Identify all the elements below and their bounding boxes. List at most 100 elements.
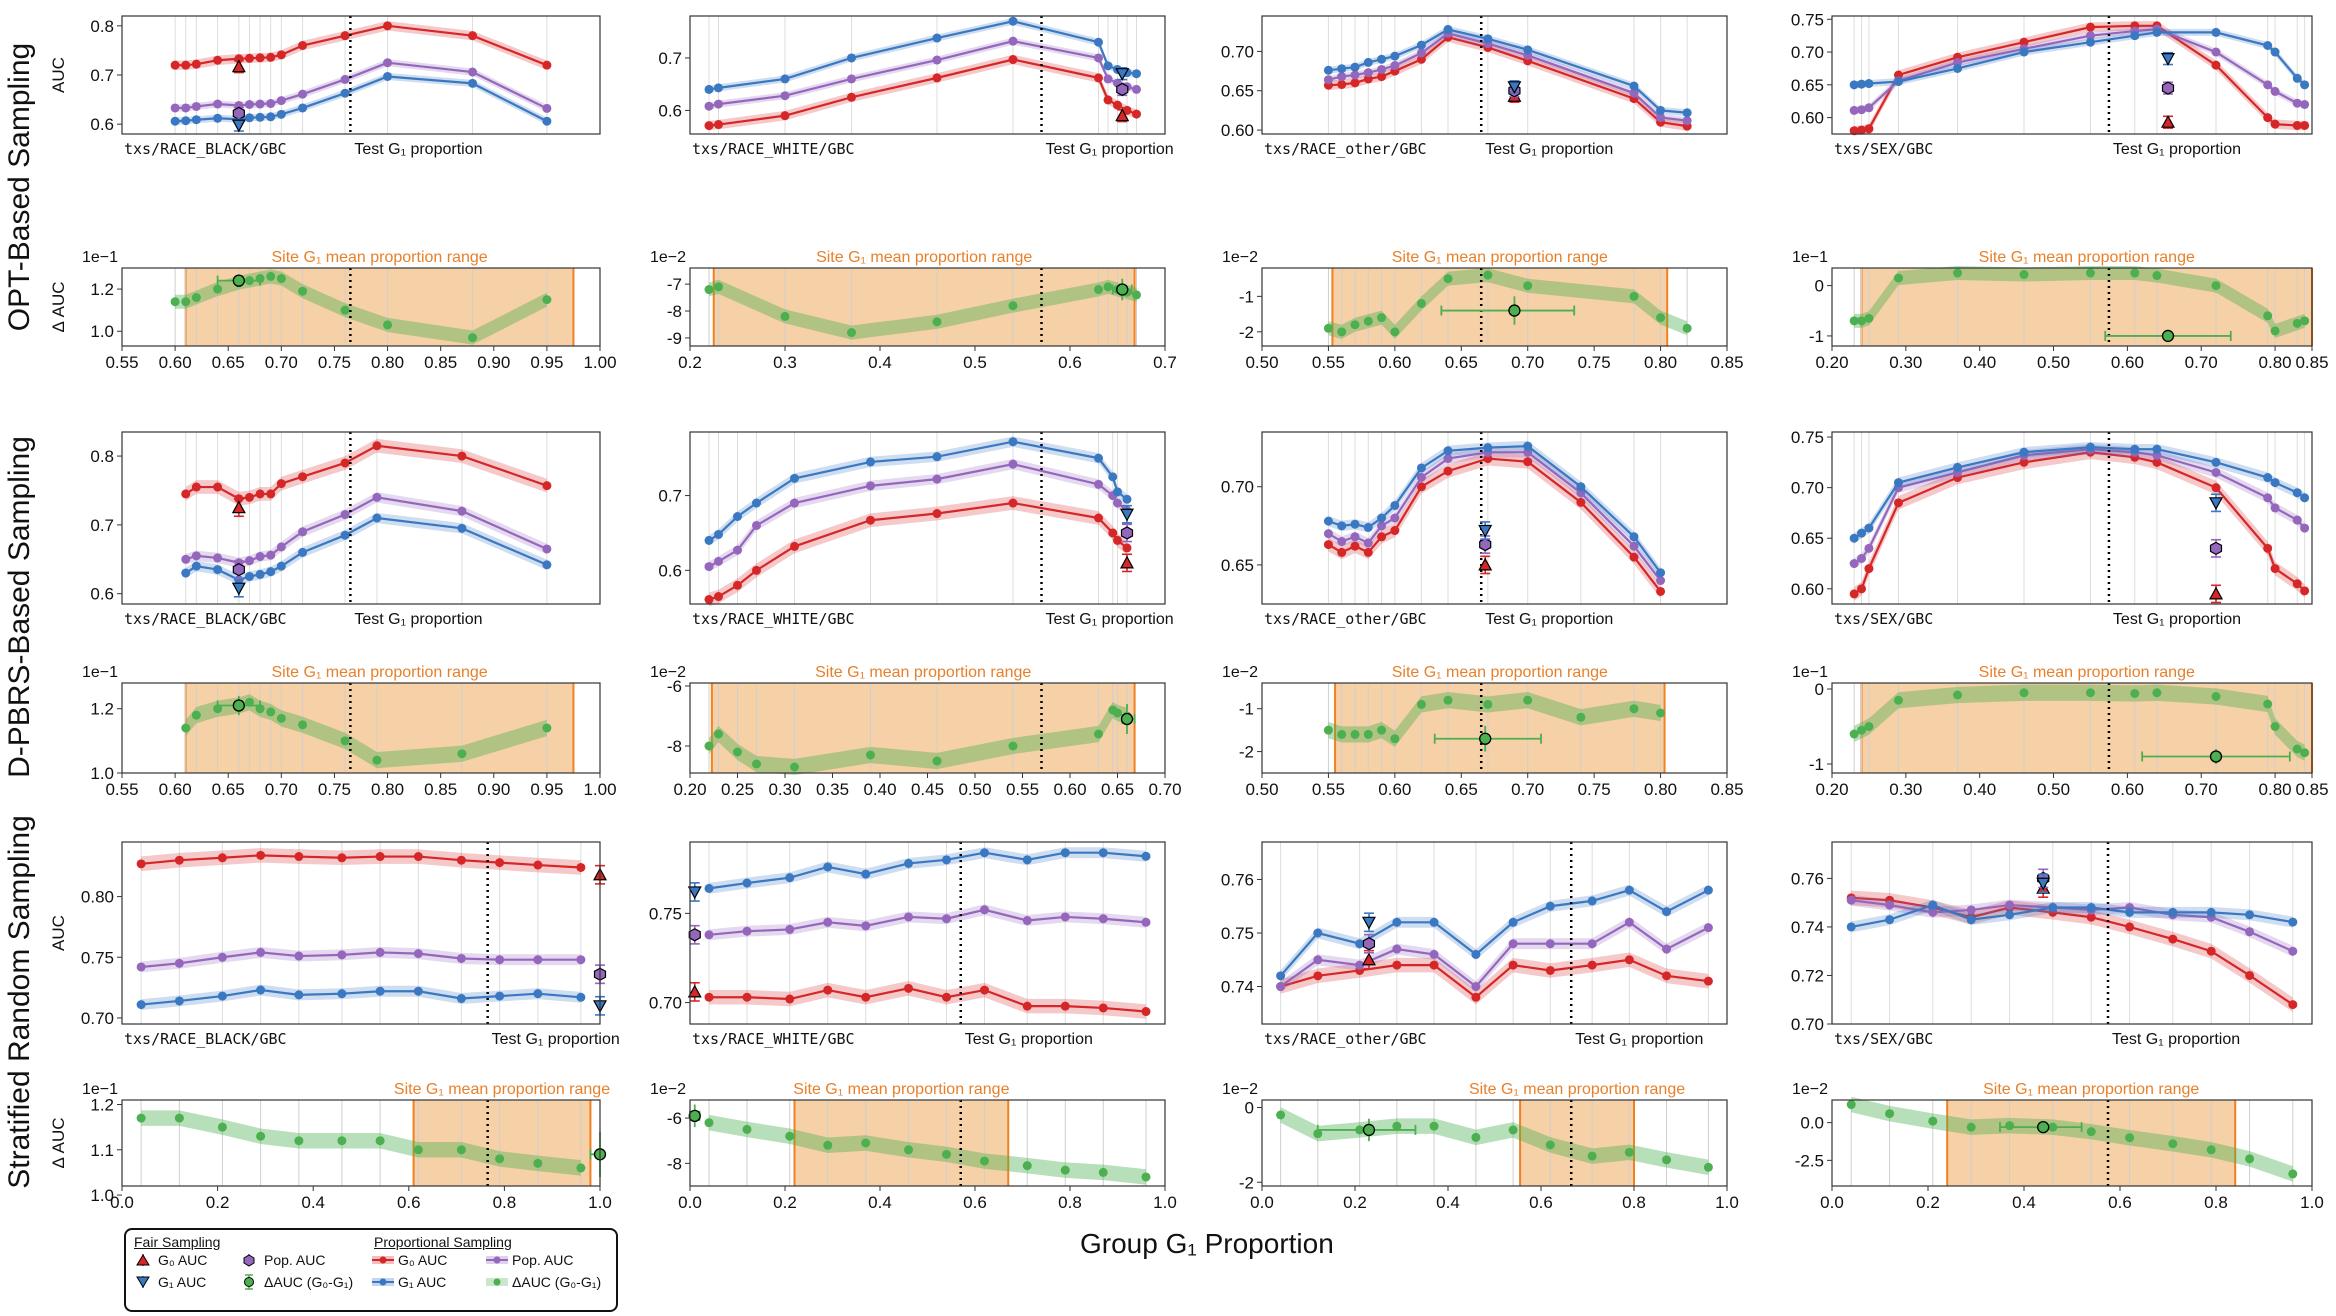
delta-point [1132,290,1141,300]
confidence-band-g0-auc [1328,451,1661,599]
y-tick-label: 0.8 [90,447,114,466]
data-point [1350,78,1360,88]
data-point [1629,541,1639,551]
data-point [1103,61,1113,71]
delta-point [2019,270,2029,280]
delta-point [785,1131,795,1141]
data-point [576,955,586,965]
data-point [790,541,799,551]
delta-point [2292,744,2302,754]
data-point [1656,568,1666,578]
data-point [1471,949,1481,959]
y-tick-label: 0.74 [1221,978,1254,997]
delta-y-tick-label: 0 [1815,277,1824,296]
delta-point [1857,725,1867,735]
data-point [340,510,350,520]
data-point [375,947,385,957]
fair-marker-g0 [1115,108,1130,122]
delta-point [1893,273,1903,283]
delta-plot-frame [1831,682,2313,774]
plot-frame [1831,431,2313,605]
data-point [1864,124,1874,134]
delta-confidence-band [1854,684,2305,761]
delta-point [266,271,276,281]
delta-point [372,755,382,765]
delta-point [1363,729,1373,739]
delta-point [1337,729,1347,739]
data-point [1864,79,1874,89]
dataset-label: txs/SEX/GBC [1834,140,1933,158]
data-point [1390,526,1400,536]
x-axis-label: Test G₁ proportion [1046,611,1174,628]
data-point [790,473,799,483]
delta-x-tick-label: 0.7 [1153,353,1177,372]
delta-y-tick-label: -6 [667,1109,682,1128]
data-point [1545,901,1555,911]
data-point [542,60,552,70]
delta-x-tick-label: 0.60 [2111,353,2144,372]
data-point [1429,917,1439,927]
data-point [1545,939,1555,949]
data-point [181,554,191,564]
site-range-band [1861,268,2312,346]
data-point [1483,454,1493,464]
data-point [2300,120,2310,130]
line-dot-icon [372,1278,394,1286]
data-point [244,53,254,63]
data-point [714,83,723,93]
y-tick-label: 0.60 [1791,109,1824,128]
series-line-g0-auc [1280,958,1709,999]
delta-point [823,1140,833,1150]
confidence-band-pop-auc [1854,444,2305,569]
delta-y-tick-label: 1.0 [90,1186,114,1205]
delta-point [1390,327,1400,337]
data-point [1953,462,1963,472]
delta-x-tick-label: 0.8 [2204,1193,2228,1212]
data-point [456,953,466,963]
data-point [255,489,265,499]
data-point [1103,95,1113,105]
legend-fair-g1: G₁ AUC [132,1274,206,1290]
data-point [1103,74,1113,84]
data-point [932,55,942,65]
delta-point [2263,311,2273,321]
fair-marker-g0 [687,984,702,998]
data-point [932,509,942,519]
delta-x-tick-label: 0.20 [673,780,706,799]
delta-point [457,749,467,759]
legend-prop-header: Proportional Sampling [374,1234,512,1250]
data-point [780,111,790,121]
delta-x-tick-label: 0.60 [1378,780,1411,799]
panel-r0c1 [685,15,1166,351]
confidence-band-g1-auc [709,17,1137,93]
delta-y-tick-label: -6 [667,677,682,696]
series-line-pop-auc [141,951,581,969]
delta-x-tick-label: 0.4 [868,1193,892,1212]
delta-x-tick-label: 0.0 [1820,1193,1844,1212]
delta-x-tick-label: 0.35 [816,780,849,799]
data-point [1337,64,1347,74]
data-point [932,73,942,83]
data-point [1508,917,1518,927]
data-point [1443,466,1453,476]
data-point [213,553,223,563]
data-point [1523,457,1533,467]
data-point [340,31,350,41]
delta-point [213,284,223,294]
legend-prop-pop: Pop. AUC [486,1252,573,1268]
data-point [1624,917,1634,927]
data-point [1846,922,1856,932]
data-point [533,955,543,965]
y-axis-label: AUC [49,57,68,93]
data-point [1662,907,1672,917]
delta-x-tick-label: 0.4 [1436,1193,1460,1212]
y-tick-label: 0.65 [1791,529,1824,548]
delta-y-tick-label: 0 [1245,1098,1254,1117]
delta-point [1337,327,1347,337]
delta-point [1864,313,1874,323]
data-point [2292,579,2302,589]
delta-point [495,1154,505,1164]
site-range-band [1861,683,2312,773]
fair-marker-g1 [1361,916,1376,930]
data-point [276,561,286,571]
